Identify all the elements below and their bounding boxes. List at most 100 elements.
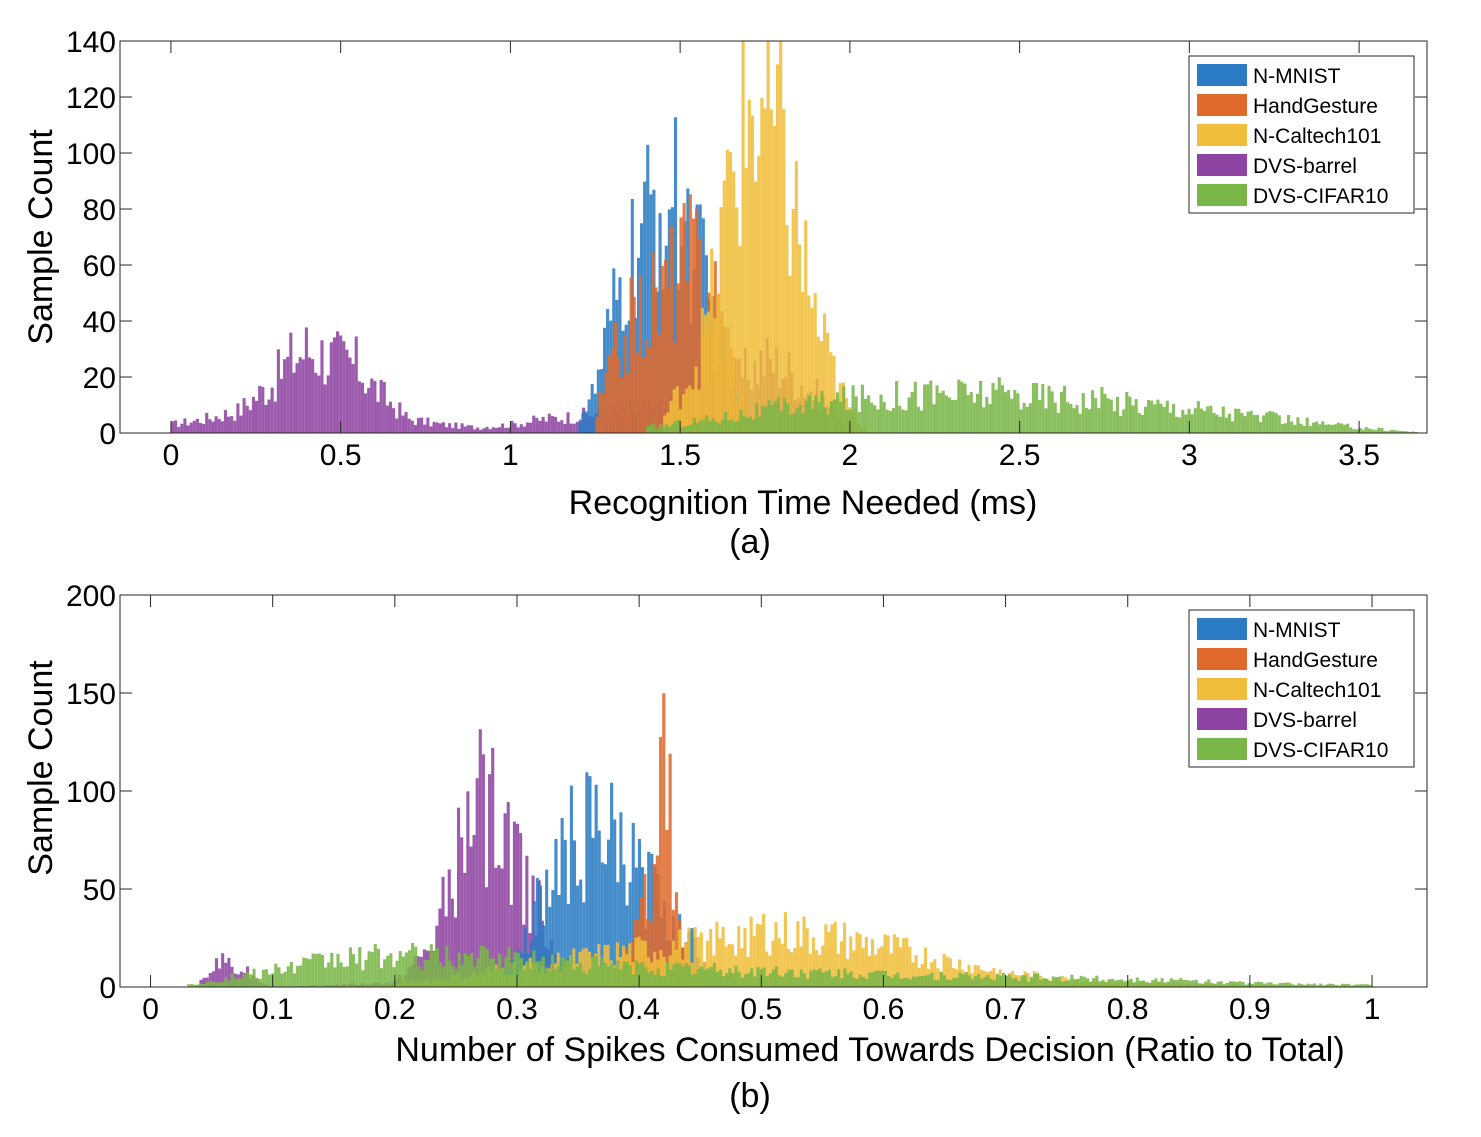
hist-bar [544, 421, 548, 433]
hist-bar [746, 957, 750, 987]
hist-bar [1103, 393, 1107, 433]
hist-bar [1312, 983, 1317, 987]
hist-bar [215, 982, 219, 987]
hist-bar [579, 879, 583, 987]
legend-swatch [1197, 154, 1247, 176]
hist-bar [432, 951, 436, 987]
hist-bar [289, 332, 293, 433]
hist-bar [226, 416, 231, 433]
legend-swatch [1197, 184, 1247, 206]
hist-bar [308, 959, 312, 987]
hist-bar [706, 968, 710, 987]
hist-bar [1306, 983, 1310, 987]
hist-bar [637, 838, 641, 987]
hist-bar [1154, 978, 1158, 987]
hist-bar [895, 937, 899, 987]
hist-bar [843, 968, 847, 987]
hist-bar [195, 418, 199, 433]
hist-bar [730, 419, 734, 433]
hist-bar [535, 417, 539, 433]
hist-bar [1362, 984, 1366, 987]
hist-bar [714, 421, 718, 433]
hist-bar [277, 967, 281, 987]
hist-bar [743, 927, 747, 987]
hist-bar [1047, 385, 1051, 433]
x-tick-label: 3 [1181, 439, 1198, 472]
hist-bar [335, 331, 340, 433]
hist-bar [1221, 406, 1225, 433]
y-tick-label: 100 [66, 776, 116, 809]
hist-bar [1374, 429, 1378, 433]
y-tick-label: 120 [66, 82, 116, 115]
hist-bar [1399, 430, 1403, 433]
hist-bar [1104, 982, 1108, 987]
hist-bar [727, 420, 731, 433]
hist-bar [983, 977, 987, 987]
hist-bar [1299, 423, 1303, 433]
hist-bar [784, 973, 788, 987]
hist-bar [662, 956, 666, 987]
hist-bar [666, 961, 670, 987]
hist-bar [852, 977, 856, 987]
hist-bar [1316, 985, 1320, 987]
hist-bar [1053, 402, 1057, 433]
hist-bar [205, 981, 209, 987]
y-tick-label: 0 [99, 972, 116, 1005]
legend-swatch [1197, 618, 1247, 640]
hist-bar [357, 381, 361, 433]
hist-bar [743, 974, 747, 987]
hist-bar [481, 754, 485, 987]
hist-bar [1059, 391, 1064, 433]
hist-bar [794, 161, 798, 433]
hist-bar [470, 953, 474, 987]
hist-bar [888, 411, 892, 433]
hist-bar [600, 862, 604, 987]
hist-bar [674, 421, 678, 433]
hist-bar [786, 403, 790, 433]
hist-bar [252, 968, 256, 987]
hist-bar [720, 419, 724, 433]
hist-bar [1076, 978, 1080, 987]
hist-bar [1243, 416, 1247, 433]
hist-bar [532, 901, 536, 987]
hist-bar [674, 892, 679, 987]
hist-bar [1026, 973, 1030, 987]
hist-bar [255, 978, 259, 987]
hist-bar [1000, 385, 1004, 433]
hist-bar [1095, 975, 1099, 987]
hist-bar [642, 357, 646, 433]
hist-bar [613, 322, 618, 433]
hist-bar [595, 416, 599, 433]
hist-bar [899, 978, 903, 987]
hist-bar [223, 410, 227, 433]
hist-bar [339, 962, 343, 987]
hist-bar [354, 336, 358, 433]
hist-bar [1402, 431, 1406, 433]
hist-bar [998, 975, 1002, 987]
hist-bar [448, 960, 452, 987]
hist-bar [727, 943, 731, 987]
hist-bar [1284, 982, 1289, 987]
hist-bar [762, 967, 766, 987]
hist-bar [1256, 981, 1261, 987]
hist-bar [846, 973, 850, 987]
hist-bar [202, 423, 206, 433]
hist-bar [702, 419, 706, 433]
hist-bar [752, 936, 756, 987]
hist-bar [1007, 390, 1011, 433]
hist-bar [575, 966, 580, 987]
hist-bar [1166, 981, 1170, 987]
hist-bar [625, 905, 629, 987]
hist-bar [703, 969, 707, 987]
hist-bar [451, 965, 455, 987]
hist-bar [585, 974, 589, 987]
hist-bar [658, 213, 662, 433]
hist-bar [1206, 406, 1210, 433]
hist-bar [865, 979, 869, 987]
hist-bar [939, 972, 943, 987]
hist-bar [653, 974, 657, 987]
hist-bar [398, 951, 402, 987]
histogram-panel-b: 0 0.1 0.2 0.3 0.4 0.5 0.6 0.7 0.8 0.9 1 0 50 100 150 2… [22, 580, 1428, 1115]
hist-bar [826, 332, 830, 433]
hist-bar [683, 426, 687, 433]
